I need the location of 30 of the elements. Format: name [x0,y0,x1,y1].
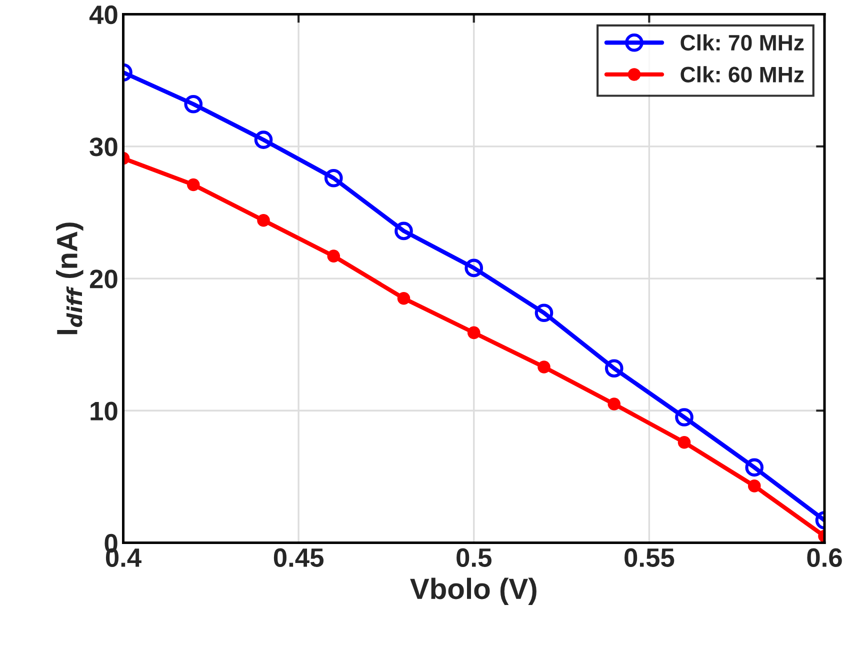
y-tick-label: 10 [90,402,118,420]
x-axis-title: Vbolo (V) [410,578,536,605]
point [184,94,203,114]
y-axis-title: I$_{diff}$ (nA) [56,222,84,334]
point [324,168,343,188]
y-tick-label: 40 [89,5,118,24]
point [748,480,761,492]
point [254,130,273,149]
point [257,214,270,227]
point [678,436,691,449]
point [604,359,624,378]
legend-label: Clk: 70 MHz [680,34,804,51]
x-tick-label: 0.55 [624,548,674,567]
y-tick-label: 20 [90,270,118,288]
point [467,326,480,340]
point [745,458,764,477]
point [464,258,484,278]
y-tick-label: 30 [90,138,118,156]
point [538,360,550,374]
point [675,408,694,426]
point [186,178,200,192]
x-tick-label: 0.45 [274,548,324,567]
legend-label: Clk: 60 MHz [680,66,804,82]
point [397,292,410,305]
point [534,304,554,322]
x-tick-label: 0.5 [456,548,492,567]
point [327,250,340,262]
x-tick-label: 0.6 [807,548,842,567]
point [608,398,621,410]
point [394,222,413,240]
